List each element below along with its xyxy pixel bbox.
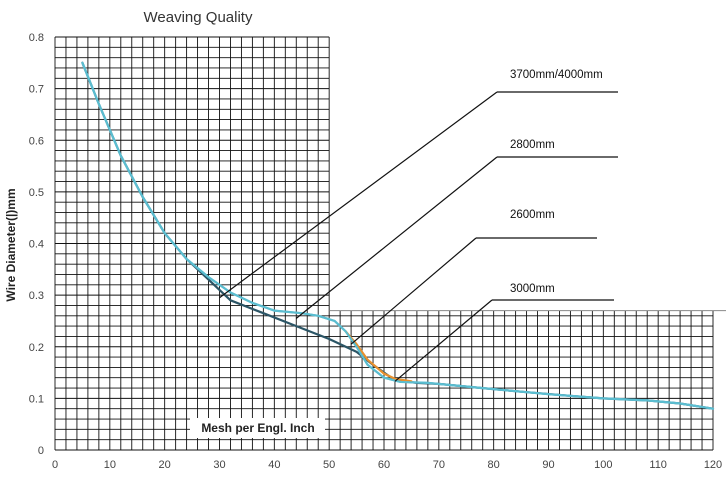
callout-label-background [506, 280, 622, 296]
y-axis-label: Wire Diameter(|)mm [4, 188, 18, 301]
x-tick-label: 30 [213, 459, 225, 471]
y-tick-label: 0.8 [29, 32, 44, 44]
x-tick-label: 50 [323, 459, 335, 471]
callout-label-background [506, 66, 622, 82]
callout-leader-line [350, 237, 477, 345]
x-axis-label: Mesh per Engl. Inch [201, 421, 314, 435]
x-axis-label-background [190, 418, 325, 438]
x-tick-label: 80 [488, 459, 500, 471]
x-tick-label: 110 [649, 459, 667, 471]
callout-label: 2800mm [510, 139, 555, 151]
callout-label: 2600mm [510, 209, 555, 221]
callout-label-background [506, 206, 622, 222]
y-tick-label: 0.6 [29, 135, 44, 147]
series-line-overlay [81, 62, 714, 410]
callout-leader-line [219, 91, 498, 299]
x-tick-label: 100 [594, 459, 612, 471]
x-tick-label: 10 [104, 459, 116, 471]
axes: 0 10 20 30 40 50 60 70 80 90 100 110 120 0 0.1 0.2 0.3 0.… [29, 32, 722, 471]
callout-label-background [506, 136, 622, 152]
y-tick-label: 0.7 [29, 84, 44, 96]
series-layer [81, 61, 715, 410]
y-tick-label: 0.3 [29, 290, 44, 302]
y-tick-label: 0.2 [29, 342, 44, 354]
callout-label: 3700mm/4000mm [510, 69, 603, 81]
x-tick-label: 60 [378, 459, 390, 471]
x-tick-label: 120 [704, 459, 722, 471]
callout-leader-line [295, 156, 498, 319]
y-tick-label: 0.1 [29, 393, 44, 405]
x-tick-label: 70 [433, 459, 445, 471]
x-tick-label: 40 [268, 459, 280, 471]
y-tick-label: 0 [38, 445, 44, 457]
callout-leader-line [394, 299, 493, 382]
callout-label: 3000mm [510, 283, 555, 295]
x-tick-label: 20 [159, 459, 171, 471]
x-tick-label: 90 [542, 459, 554, 471]
y-tick-label: 0.4 [29, 239, 44, 251]
grid [54, 36, 726, 451]
x-tick-label: 0 [52, 459, 58, 471]
chart-title: Weaving Quality [144, 9, 253, 26]
callouts: 3700mm/4000mm 2800mm 2600mm 3000mm [219, 66, 622, 382]
y-tick-label: 0.5 [29, 187, 44, 199]
